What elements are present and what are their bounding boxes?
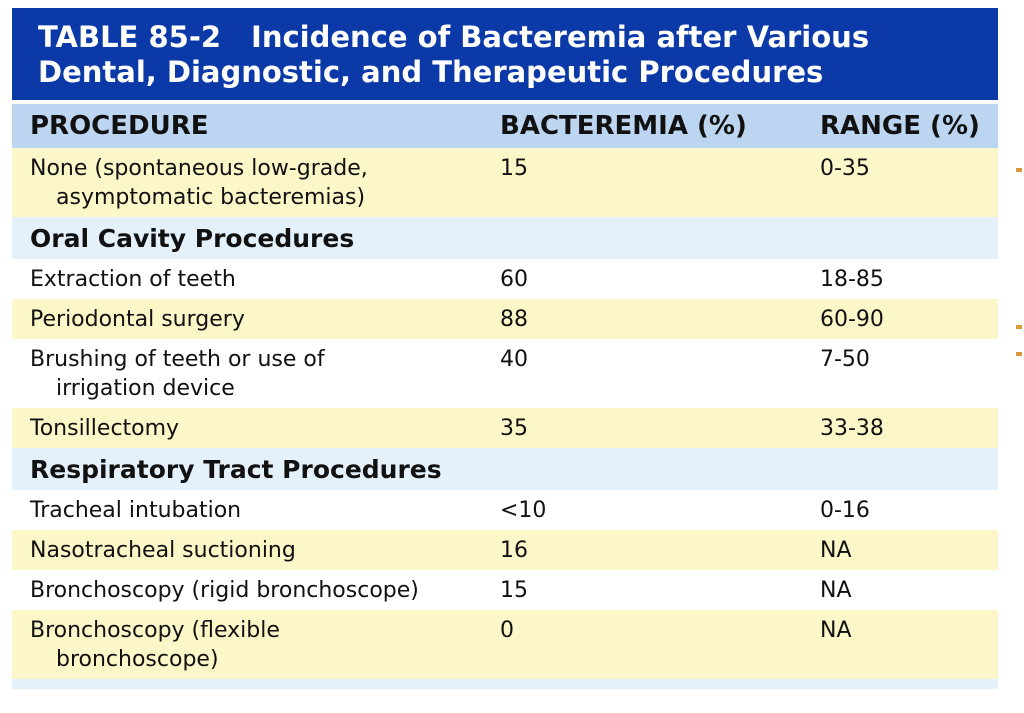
- procedure-cell: Nasotracheal suctioning: [30, 538, 296, 563]
- bacteremia-cell: 0: [500, 618, 514, 643]
- procedure-text: Brushing of teeth or use of: [30, 347, 325, 372]
- section-title: Respiratory Tract Procedures: [30, 454, 442, 484]
- table-row: Nasotracheal suctioning 16 NA: [12, 530, 998, 570]
- range-cell: 33-38: [820, 416, 884, 441]
- bacteremia-cell: 16: [500, 538, 528, 563]
- procedure-cell: None (spontaneous low-grade, asymptomati…: [12, 154, 482, 212]
- section-title: Oral Cavity Procedures: [30, 223, 355, 253]
- procedure-cell: Bronchoscopy (rigid bronchoscope): [30, 578, 419, 603]
- procedure-cell: Tracheal intubation: [30, 498, 242, 523]
- procedure-text-continued: irrigation device: [56, 376, 235, 401]
- range-cell: 0-16: [820, 498, 870, 523]
- bacteremia-cell: 15: [500, 156, 528, 181]
- procedure-cell: Bronchoscopy (flexible bronchoscope): [12, 616, 482, 674]
- bacteremia-cell: 15: [500, 578, 528, 603]
- table-bottom-strip: [12, 679, 998, 689]
- table-row: Extraction of teeth 60 18-85: [12, 259, 998, 299]
- table-header-row: PROCEDURE BACTEREMIA (%) RANGE (%): [12, 104, 998, 148]
- table-row: Bronchoscopy (rigid bronchoscope) 15 NA: [12, 570, 998, 610]
- procedure-text: None (spontaneous low-grade,: [30, 156, 368, 181]
- procedure-cell: Extraction of teeth: [30, 267, 236, 292]
- table-row: Tonsillectomy 35 33-38: [12, 408, 998, 448]
- table-title: TABLE 85-2 Incidence of Bacteremia after …: [12, 8, 998, 104]
- procedure-cell: Brushing of teeth or use of irrigation d…: [12, 345, 482, 403]
- range-cell: 18-85: [820, 267, 884, 292]
- section-row-respiratory: Respiratory Tract Procedures: [12, 448, 998, 490]
- table-row: Periodontal surgery 88 60-90: [12, 299, 998, 339]
- table-row: Tracheal intubation <10 0-16: [12, 490, 998, 530]
- page-edge-mark: [1016, 352, 1022, 356]
- page-edge-mark: [1016, 168, 1022, 172]
- page-edge-mark: [1016, 325, 1022, 329]
- header-range: RANGE (%): [820, 111, 980, 141]
- table-row: None (spontaneous low-grade, asymptomati…: [12, 148, 998, 217]
- range-cell: 7-50: [820, 347, 870, 372]
- procedure-text: Bronchoscopy (flexible: [30, 618, 280, 643]
- table-row: Brushing of teeth or use of irrigation d…: [12, 339, 998, 408]
- range-cell: 0-35: [820, 156, 870, 181]
- procedure-cell: Periodontal surgery: [30, 307, 245, 332]
- bacteremia-cell: 88: [500, 307, 528, 332]
- table-caption: Incidence of Bacteremia after Various De…: [38, 20, 870, 89]
- procedure-text-continued: bronchoscope): [56, 647, 219, 672]
- header-bacteremia: BACTEREMIA (%): [500, 111, 747, 141]
- bacteremia-cell: 35: [500, 416, 528, 441]
- bacteremia-table: TABLE 85-2 Incidence of Bacteremia after …: [12, 8, 998, 689]
- bacteremia-cell: 40: [500, 347, 528, 372]
- table-row: Bronchoscopy (flexible bronchoscope) 0 N…: [12, 610, 998, 679]
- range-cell: NA: [820, 538, 852, 563]
- range-cell: NA: [820, 618, 852, 643]
- section-row-oral: Oral Cavity Procedures: [12, 217, 998, 259]
- bacteremia-cell: 60: [500, 267, 528, 292]
- bacteremia-cell: <10: [500, 498, 547, 523]
- range-cell: NA: [820, 578, 852, 603]
- procedure-cell: Tonsillectomy: [30, 416, 180, 441]
- table-number: TABLE 85-2: [38, 20, 222, 54]
- range-cell: 60-90: [820, 307, 884, 332]
- procedure-text-continued: asymptomatic bacteremias): [56, 185, 366, 210]
- header-procedure: PROCEDURE: [30, 111, 209, 141]
